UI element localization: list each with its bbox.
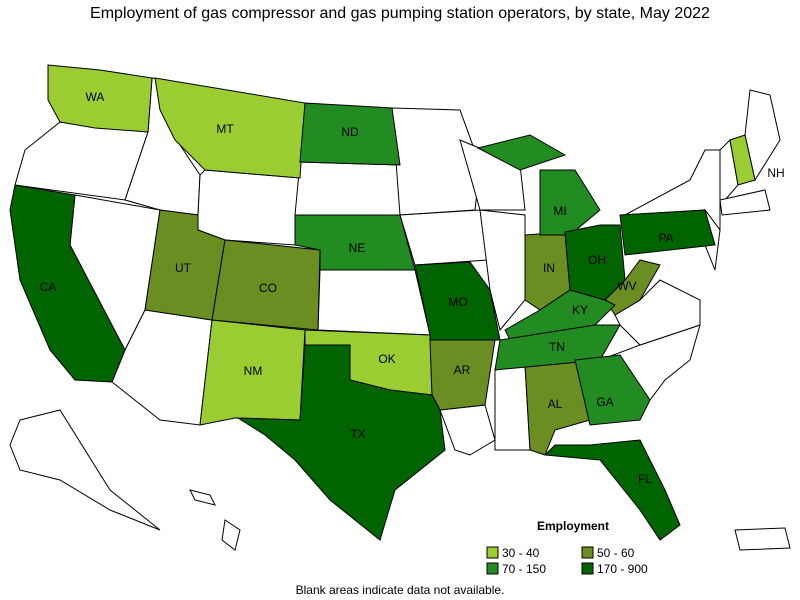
state-label: IN xyxy=(543,261,555,275)
state-shape xyxy=(414,261,501,341)
state-shape xyxy=(539,169,601,236)
legend-label: 30 - 40 xyxy=(502,546,540,560)
state-label: FL xyxy=(638,472,652,486)
state-label: NM xyxy=(244,364,263,378)
state-label: CA xyxy=(40,280,57,294)
legend-swatch xyxy=(581,546,594,559)
legend-swatch xyxy=(486,546,499,559)
state-label: MT xyxy=(216,122,234,136)
state-label: KY xyxy=(572,303,588,317)
state-shape xyxy=(211,239,321,331)
state-label: WA xyxy=(86,90,105,104)
state-shape xyxy=(47,64,153,133)
state-shape xyxy=(476,134,567,171)
state-shape xyxy=(543,439,681,541)
state-label: OK xyxy=(378,352,395,366)
state-label: GA xyxy=(596,395,613,409)
state-label: MO xyxy=(448,295,467,309)
state-shape xyxy=(574,354,651,426)
state-shape xyxy=(299,102,401,166)
legend-title: Employment xyxy=(537,519,609,533)
state-shape xyxy=(729,134,756,186)
state-label: CO xyxy=(259,281,277,295)
legend-label: 170 - 900 xyxy=(597,562,648,576)
state-shape xyxy=(9,184,126,383)
state-label: MI xyxy=(553,204,566,218)
state-label: AR xyxy=(454,363,471,377)
blank-states xyxy=(9,77,791,551)
state-shape xyxy=(294,214,416,271)
legend-swatch xyxy=(486,562,499,575)
state-label: NH xyxy=(767,166,784,180)
state-label: OH xyxy=(588,253,606,267)
state-label: TN xyxy=(549,340,565,354)
map-title: Employment of gas compressor and gas pum… xyxy=(90,5,710,22)
state-label: ND xyxy=(341,125,359,139)
legend-label: 70 - 150 xyxy=(502,562,546,576)
legend-label: 50 - 60 xyxy=(597,546,635,560)
state-label: PA xyxy=(658,231,673,245)
state-shape xyxy=(619,209,716,256)
state-label: WV xyxy=(617,279,636,293)
state-shape xyxy=(564,224,626,301)
state-label: AL xyxy=(548,397,563,411)
state-label: TX xyxy=(350,427,365,441)
footnote: Blank areas indicate data not available. xyxy=(296,583,505,597)
state-shape xyxy=(236,344,446,541)
state-label: UT xyxy=(175,261,192,275)
state-label: NE xyxy=(349,241,366,255)
legend-swatch xyxy=(581,562,594,575)
